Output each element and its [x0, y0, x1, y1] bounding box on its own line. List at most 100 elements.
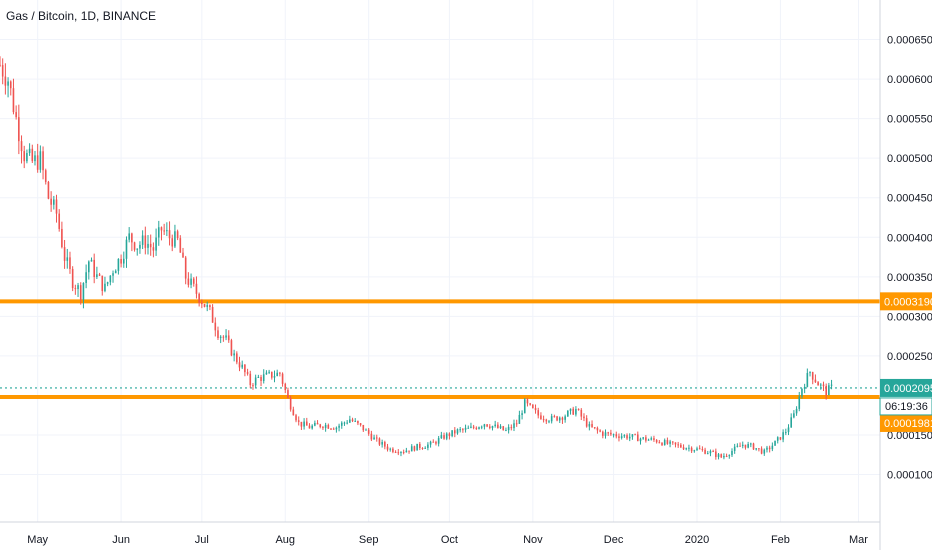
- candle-body: [0, 64, 1, 66]
- candle-body: [505, 430, 507, 432]
- candle-body: [28, 148, 31, 154]
- candle-body: [774, 440, 776, 446]
- candle-body: [136, 248, 139, 250]
- candle-body: [365, 429, 367, 431]
- x-tick-label: Nov: [523, 534, 543, 546]
- candle-body: [510, 427, 513, 429]
- candle-body: [128, 233, 130, 240]
- candle-body: [284, 383, 287, 391]
- candle-body: [567, 410, 569, 417]
- candle-body: [494, 424, 496, 427]
- candle-body: [424, 447, 427, 449]
- candle-body: [44, 170, 47, 182]
- candle-body: [120, 258, 122, 264]
- current-price-tag-bg: [880, 378, 932, 397]
- candle-body: [9, 81, 12, 89]
- candle-body: [125, 239, 128, 259]
- x-tick-label: 2020: [685, 534, 709, 546]
- candle-body: [809, 372, 811, 374]
- x-tick-label: Feb: [771, 534, 790, 546]
- candle-body: [515, 423, 518, 425]
- candle-body: [184, 257, 187, 279]
- candle-body: [728, 455, 731, 457]
- candle-body: [300, 421, 303, 427]
- candle-body: [537, 410, 540, 416]
- candle-body: [106, 282, 109, 284]
- candle-body: [305, 421, 308, 426]
- candle-body: [591, 424, 593, 428]
- candle-body: [822, 384, 825, 387]
- countdown-label: 06:19:36: [885, 401, 928, 413]
- candle-body: [133, 242, 136, 250]
- candle-body: [4, 76, 7, 86]
- candle-body: [634, 434, 636, 436]
- candle-body: [478, 427, 480, 429]
- candle-body: [152, 247, 155, 251]
- candle-body: [112, 273, 114, 276]
- candle-body: [798, 396, 801, 409]
- candle-body: [15, 112, 17, 118]
- candle-body: [747, 444, 749, 448]
- candle-body: [532, 404, 534, 409]
- candle-body: [23, 151, 26, 162]
- candle-body: [564, 416, 566, 420]
- candle-body: [203, 304, 206, 307]
- candle-body: [545, 419, 548, 422]
- candle-body: [98, 274, 101, 276]
- candle-body: [666, 440, 669, 444]
- candle-body: [233, 353, 235, 356]
- candle-body: [163, 230, 165, 232]
- candle-body: [680, 444, 682, 448]
- candle-body: [36, 155, 39, 170]
- candle-body: [472, 426, 475, 428]
- candle-body: [166, 230, 168, 232]
- candle-body: [367, 429, 370, 434]
- candle-body: [451, 430, 453, 437]
- candle-body: [31, 148, 34, 162]
- candle-body: [222, 336, 225, 338]
- candle-body: [685, 448, 688, 450]
- candle-body: [709, 451, 712, 454]
- candle-body: [658, 442, 661, 444]
- candle-body: [618, 436, 620, 438]
- candle-body: [671, 441, 674, 443]
- candle-body: [636, 434, 639, 442]
- candle-body: [252, 385, 254, 387]
- candle-body: [507, 427, 510, 431]
- candle-body: [575, 409, 577, 415]
- candle-body: [542, 419, 545, 421]
- candle-body: [351, 419, 354, 422]
- candle-body: [712, 451, 714, 453]
- candle-body: [362, 424, 365, 431]
- candle-body: [464, 427, 467, 430]
- candle-body: [626, 435, 628, 439]
- candle-body: [53, 199, 55, 205]
- candle-body: [502, 426, 505, 431]
- candle-body: [693, 450, 696, 452]
- candle-body: [397, 452, 400, 454]
- candle-body: [814, 379, 817, 383]
- candle-body: [139, 244, 141, 249]
- candle-body: [349, 419, 351, 423]
- candle-body: [47, 181, 50, 199]
- candle-body: [400, 451, 402, 454]
- candle-body: [303, 421, 305, 427]
- candle-body: [211, 307, 214, 323]
- candle-body: [610, 432, 612, 435]
- candle-body: [698, 448, 701, 450]
- candle-body: [192, 278, 195, 284]
- candle-body: [733, 446, 736, 451]
- candle-body: [795, 408, 798, 414]
- candle-body: [572, 408, 575, 415]
- candle-body: [69, 257, 71, 269]
- candle-body: [755, 448, 758, 450]
- candle-body: [706, 453, 709, 455]
- candle-body: [289, 398, 292, 410]
- candle-body: [558, 417, 561, 421]
